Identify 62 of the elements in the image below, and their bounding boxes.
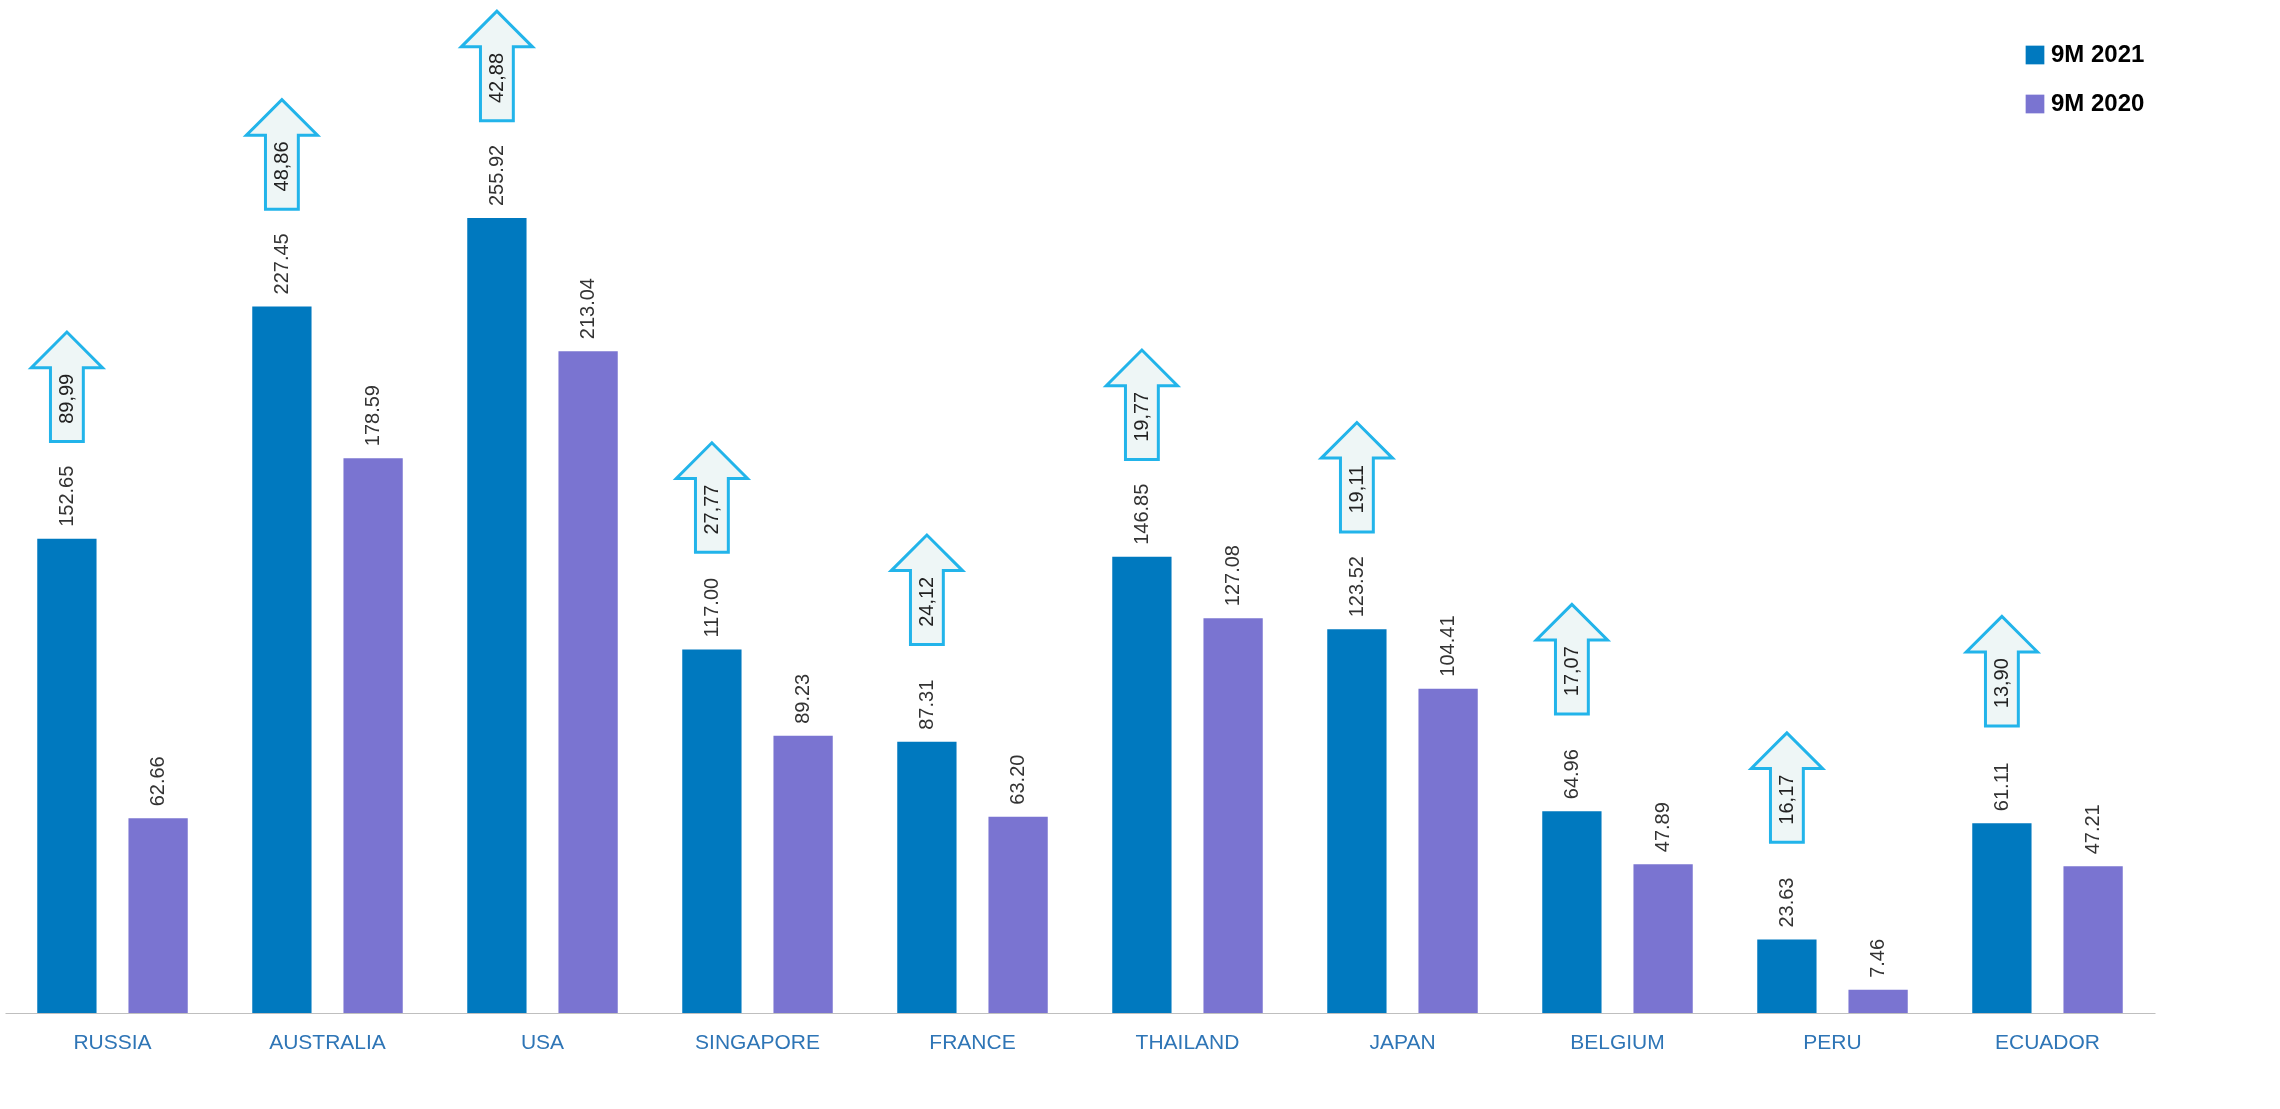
bar (897, 741, 957, 1013)
bar (773, 735, 833, 1013)
x-tick-label: FRANCE (929, 1029, 1016, 1053)
legend-label: 9M 2020 (2051, 89, 2145, 116)
x-tick-label: RUSSIA (73, 1029, 152, 1053)
x-tick-label: PERU (1803, 1029, 1862, 1053)
data-label: 87.31 (914, 679, 937, 730)
bar (1418, 688, 1478, 1013)
bar (128, 818, 188, 1013)
data-label: 47.21 (2081, 804, 2104, 855)
text: 42,88 (484, 52, 507, 104)
bar (1112, 556, 1172, 1013)
data-label: 213.04 (576, 278, 599, 340)
bar (37, 538, 97, 1013)
annotation: 16,17 (1774, 774, 1797, 825)
annotation: 13,90 (1989, 658, 2012, 709)
legend-label: 9M 2021 (2051, 40, 2145, 67)
x-tick-label: USA (520, 1029, 565, 1053)
bar (1757, 939, 1817, 1013)
data-label: 89.23 (791, 673, 814, 724)
x-tick-label: BELGIUM (1570, 1029, 1665, 1053)
bar (682, 649, 742, 1013)
bar (1972, 823, 2032, 1013)
data-label: 47.89 (1651, 802, 1674, 853)
bar (343, 458, 403, 1013)
annotation: 89,99 (54, 373, 77, 424)
data-label: 63.20 (1006, 754, 1029, 805)
x-tick-label: THAILAND (1135, 1029, 1240, 1053)
bar (1542, 811, 1602, 1013)
data-label: 178.59 (361, 385, 384, 447)
annotation: 24,12 (914, 576, 937, 627)
data-label: 64.96 (1559, 749, 1582, 800)
x-tick-label: ECUADOR (1994, 1029, 2101, 1053)
data-label: 227.45 (269, 233, 292, 295)
data-label: 23.63 (1774, 877, 1797, 928)
bar (1848, 989, 1908, 1013)
x-tick-label: JAPAN (1369, 1029, 1436, 1053)
bar (1203, 618, 1263, 1013)
data-label: 61.11 (1989, 762, 2012, 812)
data-label: 62.66 (146, 756, 169, 807)
x-tick-label: SINGAPORE (695, 1029, 820, 1053)
text: 48,86 (269, 141, 292, 192)
data-label: 7.46 (1866, 938, 1889, 978)
data-label: 146.85 (1129, 483, 1152, 545)
annotation: 17,07 (1559, 646, 1582, 697)
bar (558, 351, 618, 1013)
bar (1633, 864, 1693, 1013)
data-label: 104.41 (1436, 615, 1459, 677)
x-tick-label: AUSTRALIA (269, 1029, 386, 1053)
data-label: 152.65 (54, 465, 77, 527)
data-label: 117.00 (699, 577, 722, 638)
annotation: 19,77 (1129, 391, 1152, 442)
bar (988, 816, 1048, 1013)
data-label: 255.92 (484, 144, 507, 206)
bar (467, 218, 527, 1013)
bar (252, 306, 312, 1013)
bar (1327, 629, 1387, 1013)
data-label: 127.08 (1221, 545, 1244, 607)
annotation: 27,77 (699, 484, 722, 535)
annotation: 19,11 (1344, 465, 1367, 514)
data-label: 123.52 (1344, 556, 1367, 618)
bar (2063, 866, 2123, 1013)
